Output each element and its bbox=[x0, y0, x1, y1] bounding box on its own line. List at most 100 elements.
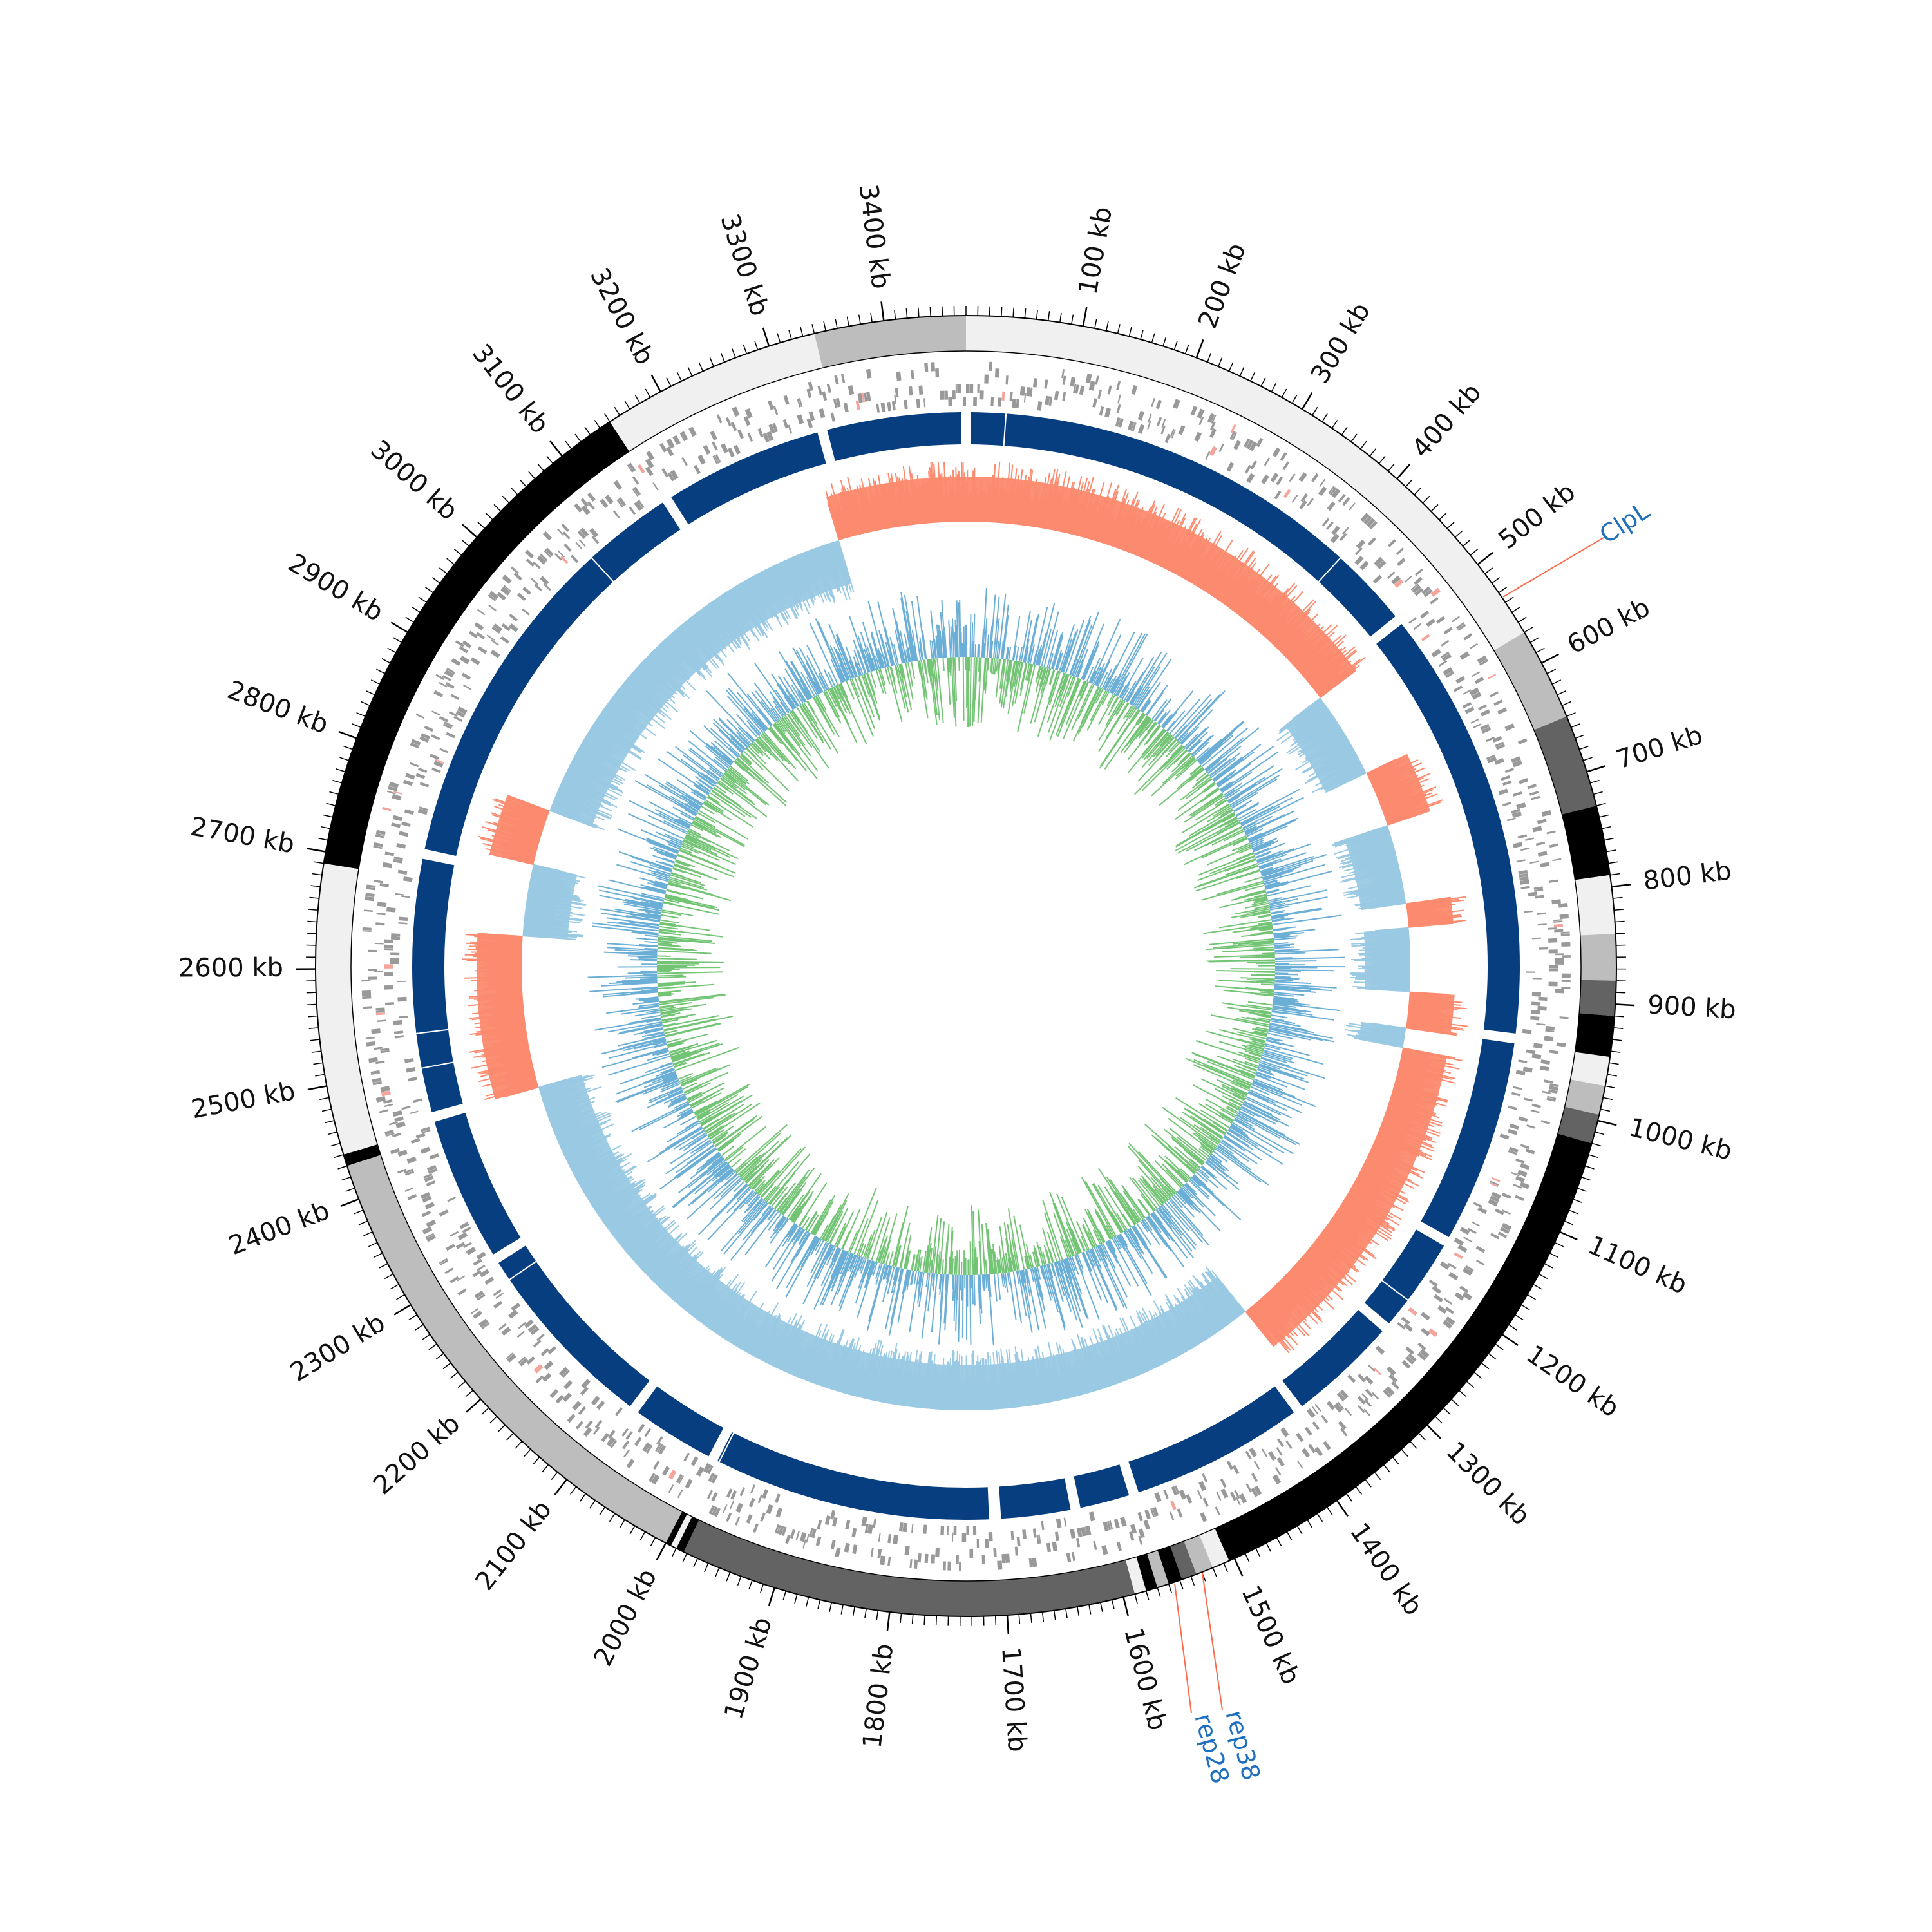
skew-spike bbox=[499, 1035, 527, 1041]
skew-spike bbox=[786, 558, 804, 595]
gene-feature bbox=[666, 438, 675, 449]
skew-spike bbox=[1073, 1365, 1083, 1396]
skew-spike bbox=[1382, 1119, 1432, 1139]
skew-spike bbox=[855, 1363, 865, 1397]
gc-spike bbox=[1235, 906, 1270, 915]
skew-spike bbox=[1379, 1126, 1435, 1149]
skew-spike bbox=[1048, 1359, 1058, 1401]
gene-feature bbox=[1321, 518, 1330, 527]
gc-spike bbox=[1207, 745, 1242, 774]
skew-spike bbox=[1354, 1029, 1405, 1039]
skew-spike bbox=[467, 948, 522, 952]
gc-spike bbox=[1147, 721, 1157, 733]
gene-feature bbox=[1502, 780, 1512, 786]
skew-spike bbox=[665, 1251, 704, 1294]
skew-spike bbox=[665, 638, 690, 667]
gene-feature bbox=[1415, 568, 1423, 576]
skew-spike bbox=[1276, 705, 1327, 742]
skew-spike bbox=[474, 936, 523, 940]
skew-spike bbox=[996, 1350, 1002, 1409]
skew-spike bbox=[633, 670, 658, 693]
gene-feature bbox=[1244, 438, 1251, 448]
skew-spike bbox=[1326, 759, 1360, 778]
skew-spike bbox=[622, 683, 649, 705]
gc-spike bbox=[1179, 732, 1189, 743]
skew-spike bbox=[712, 600, 741, 639]
skew-spike bbox=[616, 690, 665, 730]
gene-feature bbox=[947, 1561, 951, 1571]
gene-feature bbox=[470, 657, 480, 665]
skew-spike bbox=[1377, 1133, 1432, 1157]
gene-feature bbox=[368, 1057, 378, 1063]
skew-spike bbox=[708, 1289, 738, 1329]
gc-spike bbox=[1274, 952, 1306, 955]
skew-spike bbox=[1407, 1016, 1445, 1022]
gc-spike bbox=[1045, 1264, 1059, 1313]
gc-spike bbox=[993, 1273, 998, 1302]
gene-feature bbox=[1401, 1316, 1410, 1325]
gc-spike bbox=[1197, 739, 1222, 762]
gc-spike bbox=[1177, 820, 1240, 854]
skew-spike bbox=[1349, 1023, 1406, 1033]
skew-spike bbox=[1301, 706, 1328, 726]
skew-spike bbox=[656, 1256, 685, 1286]
gene-feature bbox=[1336, 1392, 1346, 1402]
skew-spike bbox=[1331, 1217, 1360, 1238]
gene-feature bbox=[439, 1258, 448, 1264]
skew-spike bbox=[485, 973, 522, 976]
skew-spike bbox=[1008, 1349, 1016, 1408]
gene-feature bbox=[1349, 502, 1356, 511]
skew-spike bbox=[1213, 567, 1235, 598]
gene-feature bbox=[1522, 1066, 1533, 1073]
gene-feature bbox=[535, 1375, 544, 1384]
skew-spike bbox=[1278, 700, 1323, 734]
block-separator bbox=[1381, 1280, 1408, 1301]
skew-spike bbox=[836, 1338, 854, 1392]
skew-spike bbox=[663, 640, 683, 663]
gene-feature bbox=[830, 412, 836, 422]
gc-spike bbox=[1251, 838, 1278, 849]
skew-spike bbox=[1339, 848, 1395, 865]
skew-spike bbox=[796, 1347, 810, 1378]
skew-spike bbox=[1341, 846, 1394, 862]
gene-feature bbox=[1526, 1124, 1536, 1129]
gc-spike bbox=[688, 1167, 733, 1206]
skew-spike bbox=[620, 685, 654, 712]
skew-spike bbox=[849, 1355, 861, 1396]
skew-spike bbox=[773, 1331, 791, 1367]
skew-spike bbox=[1378, 1130, 1405, 1142]
skew-spike bbox=[571, 761, 602, 779]
skew-spike bbox=[712, 600, 742, 643]
skew-spike bbox=[1386, 1108, 1425, 1122]
gc-spike bbox=[1205, 826, 1243, 847]
skew-spike bbox=[555, 1112, 612, 1137]
skew-spike bbox=[1208, 556, 1235, 595]
skew-spike bbox=[541, 1083, 587, 1098]
gene-feature bbox=[867, 1524, 873, 1534]
gene-feature bbox=[1477, 1207, 1488, 1215]
gc-spike bbox=[1255, 852, 1269, 859]
gene-feature bbox=[1502, 801, 1512, 807]
gc-spike bbox=[1218, 817, 1238, 829]
gc-spike bbox=[1244, 987, 1274, 991]
gene-feature bbox=[374, 880, 383, 884]
skew-spike bbox=[726, 1303, 750, 1341]
skew-spike bbox=[717, 597, 744, 637]
skew-spike bbox=[767, 1317, 791, 1364]
gc-spike bbox=[1174, 724, 1188, 739]
syntenic-block bbox=[1376, 624, 1520, 1034]
skew-spike bbox=[1311, 650, 1358, 688]
gene-feature bbox=[1085, 374, 1092, 384]
gene-feature bbox=[1226, 462, 1235, 472]
skew-spike bbox=[1345, 1197, 1390, 1225]
skew-spike bbox=[631, 672, 657, 696]
gene-feature bbox=[1428, 1328, 1438, 1338]
skew-spike bbox=[523, 929, 554, 933]
skew-spike bbox=[864, 487, 875, 532]
gene-feature bbox=[1338, 1421, 1347, 1430]
skew-spike bbox=[570, 762, 618, 788]
skew-spike bbox=[1367, 1156, 1395, 1170]
skew-spike bbox=[1280, 1278, 1322, 1320]
gene-feature bbox=[898, 1522, 904, 1532]
gene-feature bbox=[1544, 1036, 1554, 1042]
